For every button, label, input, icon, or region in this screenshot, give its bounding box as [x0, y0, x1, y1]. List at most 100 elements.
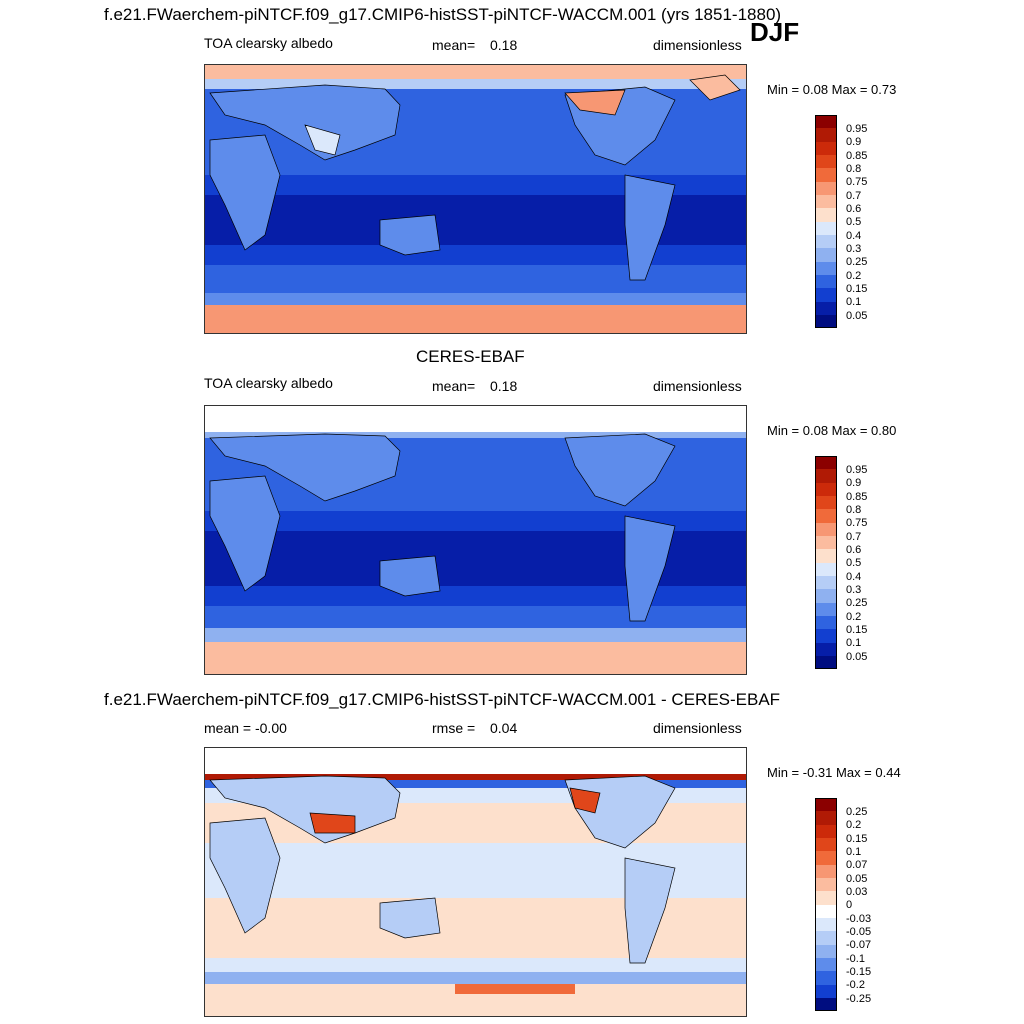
colorbar-swatch	[815, 274, 837, 289]
colorbar-swatch	[815, 837, 837, 852]
colorbar-swatch	[815, 495, 837, 510]
colorbar-tick: -0.1	[846, 953, 865, 965]
panel2-title: CERES-EBAF	[416, 347, 525, 366]
colorbar-swatch	[815, 549, 837, 563]
antarctica	[205, 305, 746, 333]
colorbar-swatch	[815, 168, 837, 182]
colorbar-tick: -0.25	[846, 993, 872, 1005]
central-asia	[304, 124, 341, 156]
colorbar-swatch	[815, 575, 837, 590]
colorbar-tick: 0.6	[846, 544, 862, 556]
colorbar-swatch	[815, 877, 837, 892]
colorbar-swatch	[815, 944, 837, 958]
panel3-colorbar	[815, 798, 837, 1012]
colorbar-tick: 0.7	[846, 531, 862, 543]
colorbar-swatch	[815, 141, 837, 155]
colorbar-swatch	[815, 301, 837, 315]
panel2-minmax: Min = 0.08 Max = 0.80	[767, 423, 897, 438]
colorbar-swatch	[815, 208, 837, 222]
colorbar-swatch	[815, 248, 837, 262]
colorbar-tick: 0.2	[846, 611, 862, 623]
colorbar-swatch	[815, 314, 837, 329]
colorbar-swatch	[815, 469, 837, 483]
arctic-blue-band	[205, 780, 746, 788]
panel3-title: f.e21.FWaerchem-piNTCF.f09_g17.CMIP6-his…	[104, 690, 781, 709]
colorbar-swatch	[815, 629, 837, 643]
continents	[209, 433, 676, 622]
colorbar-swatch	[815, 957, 837, 972]
colorbar-tick: 0.3	[846, 584, 862, 596]
south-america	[624, 857, 676, 964]
continents	[209, 775, 676, 964]
colorbar-swatch	[815, 811, 837, 825]
panel3-units: dimensionless	[653, 720, 742, 736]
colorbar-swatch	[815, 824, 837, 838]
colorbar-tick: 0.4	[846, 230, 862, 242]
colorbar-swatch	[815, 917, 837, 932]
colorbar-tick: 0.4	[846, 571, 862, 583]
colorbar-swatch	[815, 798, 837, 812]
colorbar-tick: 0.75	[846, 176, 868, 188]
colorbar-swatch	[815, 522, 837, 536]
australia	[379, 897, 441, 939]
panel3-map	[204, 747, 747, 1017]
eurasia	[209, 433, 401, 502]
southern-ocean-band	[205, 628, 746, 642]
panel1-map-svg	[205, 65, 746, 333]
main-title: f.e21.FWaerchem-piNTCF.f09_g17.CMIP6-his…	[104, 5, 782, 24]
colorbar-swatch	[815, 984, 837, 998]
colorbar-swatch	[815, 931, 837, 945]
panel1-minmax: Min = 0.08 Max = 0.73	[767, 82, 897, 97]
colorbar-tick: 0.25	[846, 256, 868, 268]
colorbar-tick: 0.3	[846, 243, 862, 255]
north-america	[564, 433, 676, 507]
colorbar-tick: 0.5	[846, 557, 862, 569]
colorbar-swatch	[815, 904, 837, 918]
africa	[209, 817, 281, 934]
colorbar-swatch	[815, 221, 837, 235]
colorbar-swatch	[815, 154, 837, 169]
arctic-sub-band	[205, 432, 746, 438]
panel3-mean: mean = -0.00	[204, 720, 287, 736]
colorbar-tick: 0.6	[846, 203, 862, 215]
panel3-rmse-value: 0.04	[490, 720, 518, 736]
season-label: DJF	[750, 17, 800, 47]
colorbar-tick: 0.15	[846, 283, 868, 295]
panel2-variable: TOA clearsky albedo	[204, 375, 333, 391]
antarctica	[205, 642, 746, 674]
colorbar-tick: 0.05	[846, 873, 868, 885]
panel2-map	[204, 405, 747, 675]
colorbar-swatch	[815, 288, 837, 302]
colorbar-tick: 0.2	[846, 270, 862, 282]
colorbar-swatch	[815, 194, 837, 209]
colorbar-swatch	[815, 642, 837, 656]
colorbar-swatch	[815, 589, 837, 603]
colorbar-tick: -0.05	[846, 926, 872, 938]
antarctic-red-patch	[455, 984, 575, 994]
arctic-red-band	[205, 774, 746, 780]
southern-ocean-band	[205, 293, 746, 305]
colorbar-tick: 0.03	[846, 886, 868, 898]
colorbar-tick: -0.15	[846, 966, 872, 978]
colorbar-swatch	[815, 456, 837, 470]
colorbar-tick: 0.15	[846, 833, 868, 845]
colorbar-tick: 0.2	[846, 819, 862, 831]
panel2-mean-value: 0.18	[490, 378, 518, 394]
colorbar-swatch	[815, 482, 837, 496]
panel2-units: dimensionless	[653, 378, 742, 394]
colorbar-tick: 0.8	[846, 504, 862, 516]
colorbar-swatch	[815, 602, 837, 616]
colorbar-tick: 0.5	[846, 216, 862, 228]
asia-hotspot	[309, 812, 356, 834]
colorbar-tick: 0	[846, 899, 853, 911]
eurasia	[209, 84, 401, 161]
colorbar-swatch	[815, 864, 837, 878]
australia	[379, 555, 441, 597]
colorbar-swatch	[815, 615, 837, 630]
south-america	[624, 515, 676, 622]
colorbar-tick: -0.03	[846, 913, 872, 925]
panel2-map-svg	[205, 406, 746, 674]
colorbar-tick: 0.8	[846, 163, 862, 175]
colorbar-tick: 0.85	[846, 150, 868, 162]
colorbar-tick: 0.85	[846, 491, 868, 503]
